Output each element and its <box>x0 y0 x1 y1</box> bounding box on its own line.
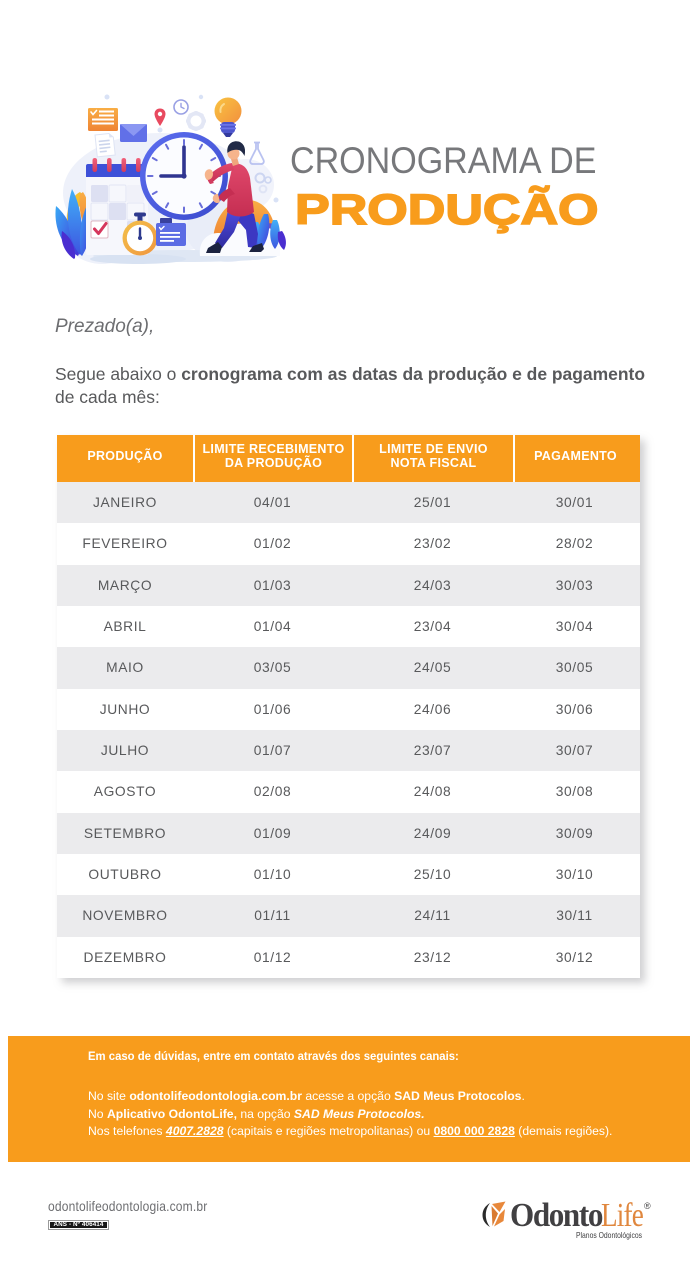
svg-text:Odonto: Odonto <box>510 1197 602 1234</box>
svg-text:Life: Life <box>601 1197 643 1234</box>
svg-text:®: ® <box>644 1201 651 1211</box>
svg-text:Planos Odontológicos: Planos Odontológicos <box>576 1231 642 1240</box>
